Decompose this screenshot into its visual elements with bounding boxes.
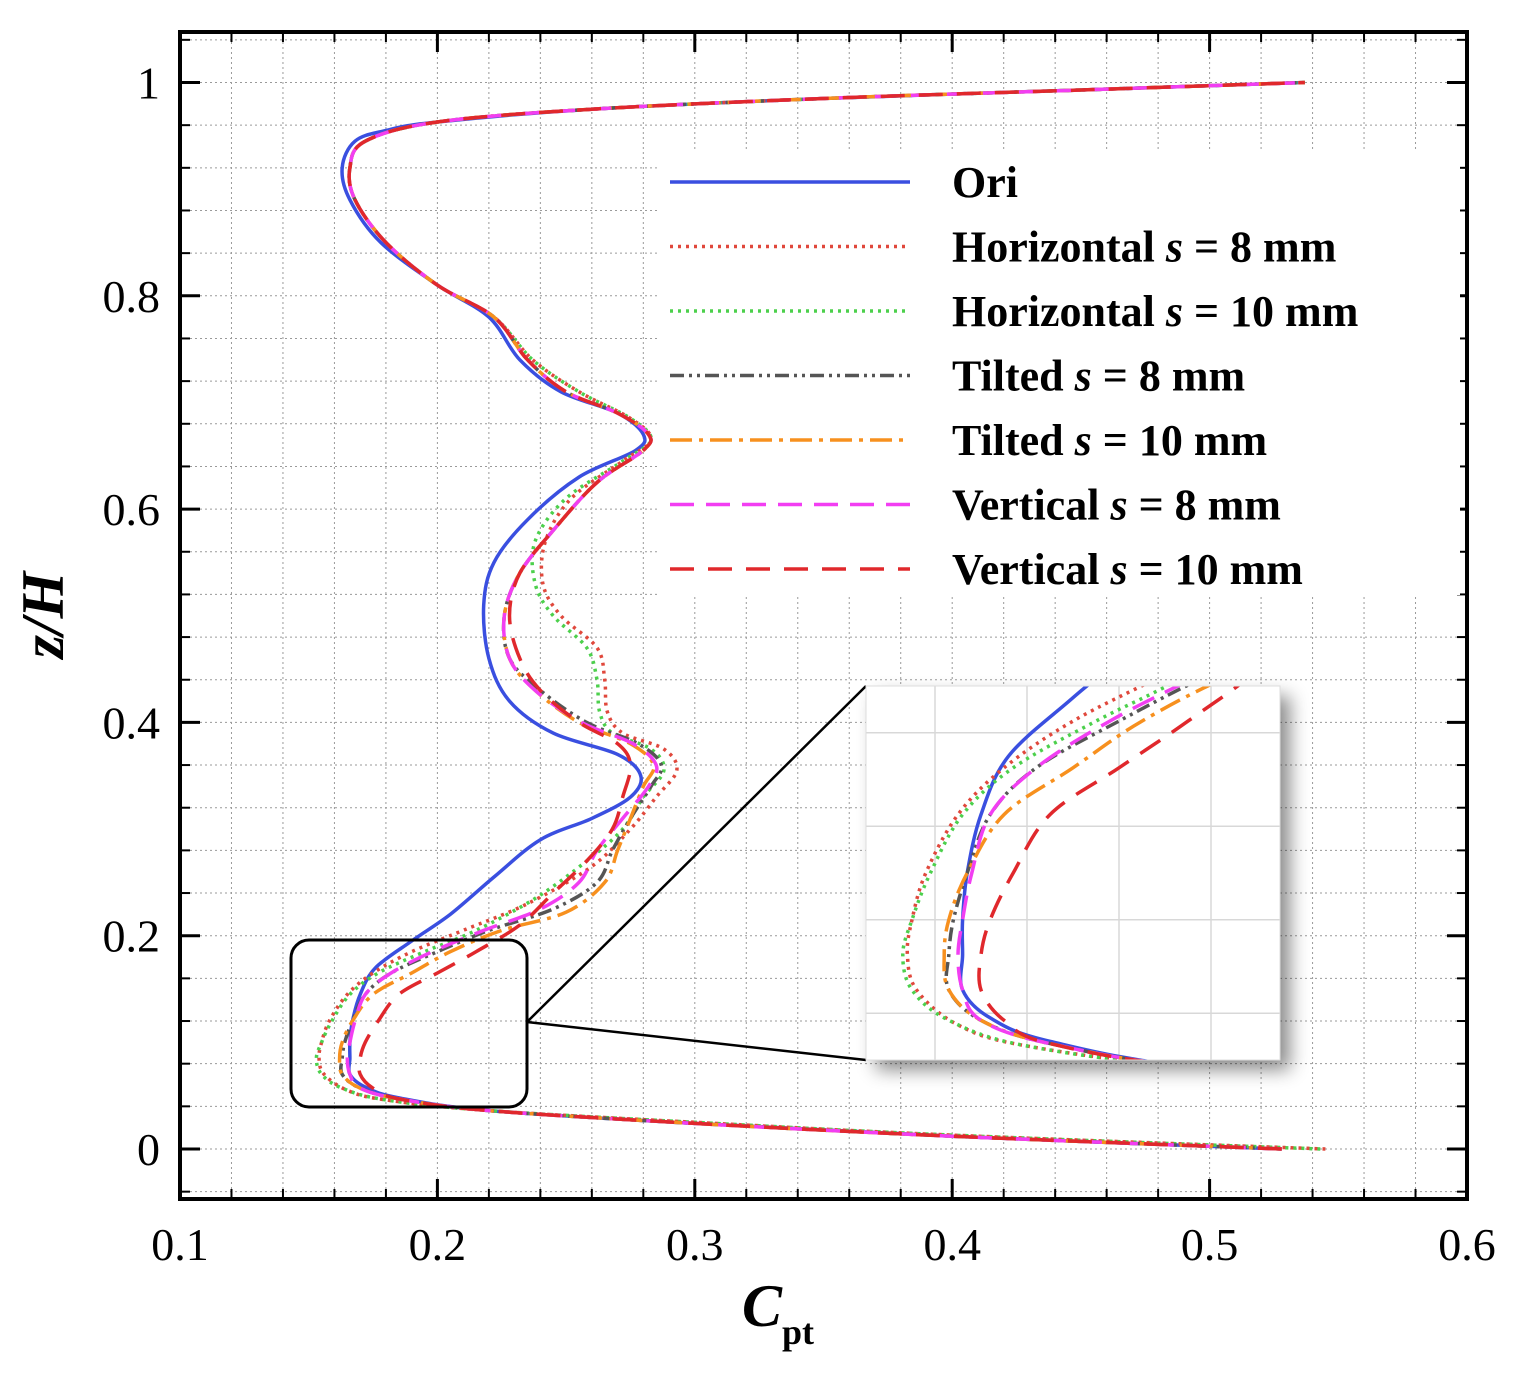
- inset-series-line: [942, 686, 1212, 1060]
- legend-label: Horizontal s = 10 mm: [952, 287, 1358, 336]
- series-line: [340, 80, 1305, 1151]
- x-tick-label: 0.1: [151, 1219, 209, 1270]
- x-tick-label: 0.6: [1438, 1219, 1496, 1270]
- legend-label-value: = 10 mm: [1128, 545, 1303, 594]
- legend-label: Ori: [952, 158, 1018, 207]
- legend-label-variable: s: [1165, 223, 1183, 272]
- zoom-region-box: [289, 938, 529, 1109]
- inset-series-lines: [901, 686, 1241, 1060]
- x-tick-label: 0.5: [1181, 1219, 1239, 1270]
- x-tick-label: 0.2: [409, 1219, 467, 1270]
- legend-label-value: = 8 mm: [1128, 481, 1281, 530]
- x-axis-title-main: C: [742, 1273, 783, 1339]
- legend-label-text: Tilted: [952, 416, 1075, 465]
- legend-label-value: = 8 mm: [1092, 352, 1245, 401]
- legend-label: Tilted s = 10 mm: [952, 416, 1267, 465]
- inset-series-line: [958, 686, 1151, 1060]
- legend-label: Vertical s = 8 mm: [952, 481, 1281, 530]
- legend-background: [660, 150, 1460, 595]
- legend-label-variable: s: [1109, 481, 1127, 530]
- tick-labels: 0.1 0.2 0.3 0.4 0.5 0.6 0 0.2 0.4 0.6 0.8 1: [103, 58, 1496, 1271]
- x-axis-title: Cpt: [742, 1273, 814, 1352]
- legend-label-value: = 10 mm: [1183, 287, 1358, 336]
- legend-label-text: Vertical: [952, 481, 1110, 530]
- y-axis-title: z/H: [10, 569, 76, 660]
- inset-grid: [866, 686, 1280, 1060]
- series-line: [317, 80, 1326, 1151]
- legend-label-variable: s: [1074, 352, 1092, 401]
- zoom-connector-bottom: [526, 1020, 867, 1062]
- y-tick-label: 0.8: [103, 271, 161, 322]
- legend-label-text: Vertical: [952, 545, 1110, 594]
- legend-label-variable: s: [1165, 287, 1183, 336]
- legend-label: Vertical s = 10 mm: [952, 545, 1303, 594]
- axis-ticks: [178, 32, 1469, 1199]
- inset-panel: [865, 685, 1281, 1061]
- legend-label-text: Ori: [952, 158, 1018, 207]
- x-axis-title-subscript: pt: [782, 1312, 814, 1352]
- x-tick-label: 0.4: [923, 1219, 981, 1270]
- y-tick-label: 0: [137, 1124, 160, 1175]
- legend-label-value: = 8 mm: [1183, 223, 1336, 272]
- series-line: [347, 80, 1305, 1151]
- y-tick-label: 0.2: [103, 911, 161, 962]
- x-tick-label: 0.3: [666, 1219, 724, 1270]
- y-tick-label: 1: [137, 58, 160, 109]
- legend-label-text: Tilted: [952, 352, 1075, 401]
- plot-frame: [178, 30, 1469, 1201]
- legend-label: Horizontal s = 8 mm: [952, 223, 1336, 272]
- zoom-connector-top: [526, 685, 867, 1023]
- y-tick-label: 0.4: [103, 697, 161, 748]
- legend-label-text: Horizontal: [952, 223, 1166, 272]
- series-lines: [314, 80, 1326, 1151]
- legend-label-variable: s: [1109, 545, 1127, 594]
- inset-frame: [865, 685, 1281, 1061]
- legend-label-variable: s: [1074, 416, 1092, 465]
- legend-label-text: Horizontal: [952, 287, 1166, 336]
- legend-label-value: = 10 mm: [1092, 416, 1267, 465]
- legend-label: Tilted s = 8 mm: [952, 352, 1245, 401]
- y-tick-label: 0.6: [103, 484, 161, 535]
